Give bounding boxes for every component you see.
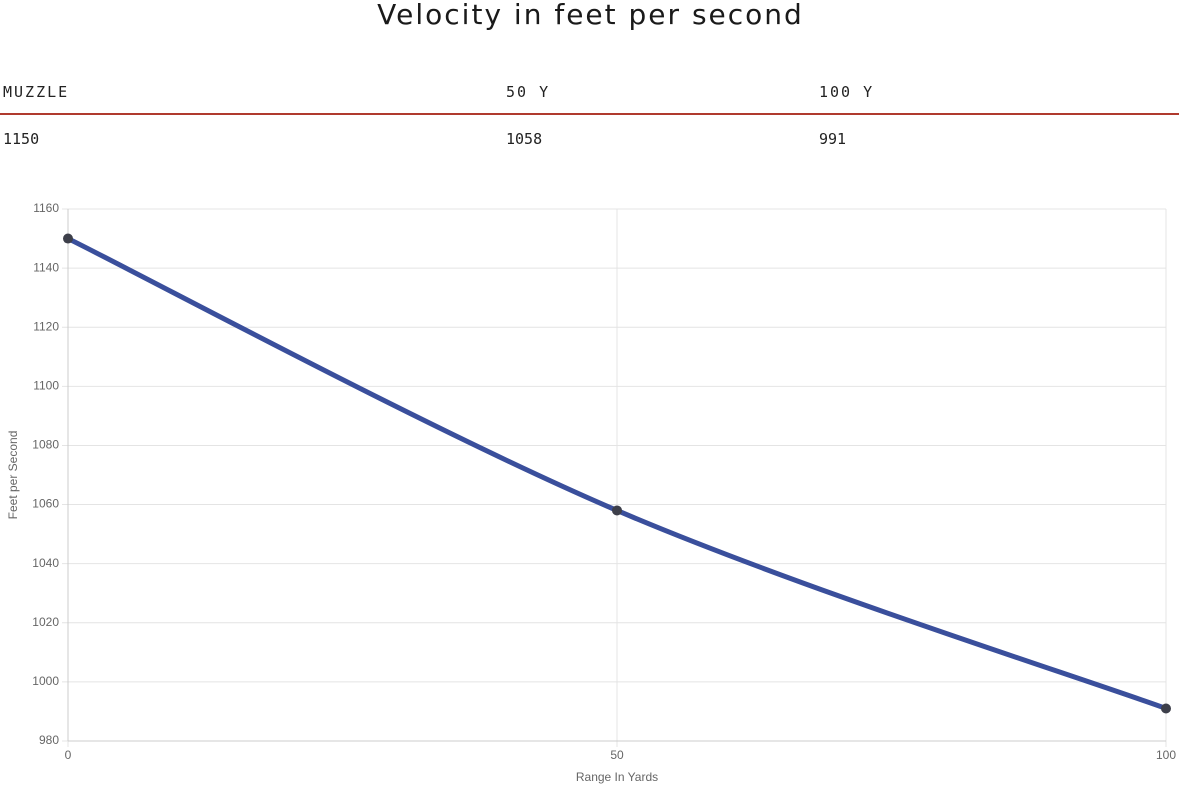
y-axis-label: Feet per Second	[6, 431, 20, 520]
y-tick-label: 1120	[33, 319, 59, 333]
x-tick-label: 100	[1156, 748, 1176, 762]
table-cell: 1150	[3, 130, 40, 148]
page-title: Velocity in feet per second	[377, 0, 804, 31]
y-tick-label: 1140	[33, 260, 59, 274]
x-tick-label: 50	[610, 748, 624, 762]
table-rule	[0, 113, 1179, 115]
table-cell: 991	[819, 130, 847, 148]
table-header: 50 Y	[506, 83, 551, 101]
y-tick-label: 1000	[32, 674, 59, 688]
y-tick-label: 1160	[33, 201, 59, 215]
y-tick-label: 1020	[32, 615, 59, 629]
y-tick-label: 1060	[32, 497, 59, 511]
data-point	[63, 233, 73, 244]
data-point	[1161, 703, 1171, 714]
y-tick-label: 1040	[32, 556, 59, 570]
x-axis-label: Range In Yards	[576, 770, 658, 784]
y-tick-label: 1100	[33, 379, 59, 393]
x-tick-label: 0	[65, 748, 72, 762]
table-header: 100 Y	[819, 83, 875, 101]
table-cell: 1058	[506, 130, 543, 148]
data-point	[612, 505, 622, 516]
y-tick-label: 1080	[32, 438, 59, 452]
table-header: MUZZLE	[3, 83, 70, 101]
y-tick-label: 980	[39, 733, 59, 747]
